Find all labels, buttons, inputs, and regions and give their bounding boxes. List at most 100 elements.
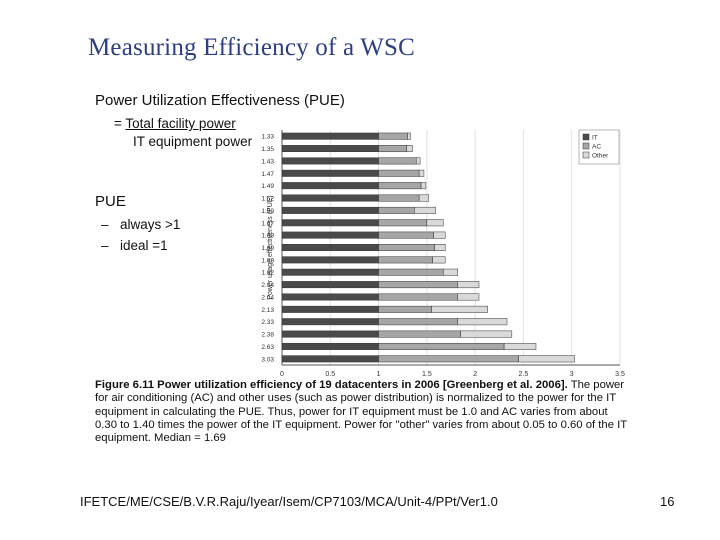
legend-swatch-other	[582, 151, 590, 159]
pue-formula: = Total facility power	[114, 116, 236, 131]
bar-ac	[378, 330, 461, 338]
x-tick-label: 0	[280, 371, 284, 378]
category-label: 1.69	[261, 233, 274, 240]
bar-ac	[378, 157, 417, 165]
bar-it	[281, 305, 379, 313]
category-label: 1.59	[261, 208, 274, 215]
bullet-text: always >1	[120, 217, 181, 232]
figure-caption: Figure 6.11 Power utilization efficiency…	[95, 379, 627, 445]
bar-other	[503, 342, 537, 350]
bar-it	[281, 293, 379, 301]
bar-it	[281, 355, 379, 363]
bar-it	[281, 145, 379, 153]
bar-ac	[378, 355, 519, 363]
bullet-ideal: – ideal =1	[101, 238, 168, 253]
bar-other	[418, 194, 430, 202]
formula-numerator: Total facility power	[125, 116, 236, 131]
bullet-dash: –	[101, 238, 109, 253]
footer-text: IFETCE/ME/CSE/B.V.R.Raju/Iyear/Isem/CP71…	[80, 494, 498, 509]
x-tick-label: 1	[377, 371, 381, 378]
pue-chart: 0 0.5 1 1.5 2 2.5 3 3.51.331.351.431.471.491.52…	[261, 129, 625, 378]
bar-ac	[378, 293, 459, 301]
bar-ac	[378, 256, 433, 264]
pue-heading: PUE	[95, 193, 126, 210]
category-label: 1.69	[261, 245, 274, 252]
legend-swatch-it	[582, 133, 590, 141]
bar-it	[281, 194, 379, 202]
category-label: 1.49	[261, 183, 274, 190]
bar-other	[406, 145, 413, 153]
category-label: 1.35	[261, 146, 274, 153]
category-label: 1.52	[261, 196, 274, 203]
bar-other	[431, 305, 488, 313]
legend-label-it: IT	[592, 135, 598, 142]
bar-other	[415, 157, 421, 165]
bar-it	[281, 330, 379, 338]
slide-title: Measuring Efficiency of a WSC	[88, 34, 416, 61]
bar-ac	[378, 305, 432, 313]
formula-equals: =	[114, 116, 122, 131]
formula-denominator: IT equipment power	[133, 134, 253, 149]
bar-ac	[378, 182, 422, 190]
bar-other	[518, 355, 575, 363]
category-label: 2.04	[261, 294, 274, 301]
bar-ac	[378, 231, 434, 239]
bar-it	[281, 169, 379, 177]
caption-bold: Figure 6.11 Power utilization efficiency…	[95, 379, 568, 391]
bar-it	[281, 281, 379, 289]
legend-swatch-ac	[582, 142, 590, 150]
x-tick-label: 1.5	[422, 371, 432, 378]
bar-other	[407, 132, 411, 140]
category-label: 2.13	[261, 307, 274, 314]
bar-other	[460, 330, 513, 338]
caption-text: The power for air conditioning (AC) and …	[95, 379, 627, 445]
category-label: 1.43	[261, 158, 274, 165]
x-tick-label: 3	[570, 371, 574, 378]
bar-other	[443, 268, 459, 276]
category-label: 3.03	[261, 356, 274, 363]
category-label: 1.33	[261, 134, 274, 141]
bar-other	[434, 244, 446, 251]
category-label: 2.33	[261, 319, 274, 326]
bar-ac	[378, 206, 415, 214]
bar-ac	[378, 132, 408, 140]
legend-label-other: Other	[592, 153, 609, 160]
bullet-text: ideal =1	[120, 238, 168, 253]
bar-other	[432, 256, 446, 264]
bar-ac	[378, 318, 459, 326]
bar-it	[281, 318, 379, 326]
category-label: 1.82	[261, 270, 274, 277]
category-label: 1.67	[261, 220, 274, 227]
bar-it	[281, 256, 379, 264]
bullet-always: – always >1	[101, 217, 180, 232]
category-label: 2.63	[261, 344, 274, 351]
bar-it	[281, 219, 379, 227]
bar-other	[457, 281, 480, 289]
page-number: 16	[660, 494, 675, 509]
bar-it	[281, 244, 379, 251]
category-label: 2.38	[261, 332, 274, 339]
bar-ac	[378, 145, 407, 153]
legend-label-ac: AC	[592, 144, 601, 151]
bar-other	[420, 182, 427, 190]
x-tick-label: 0.5	[325, 371, 335, 378]
x-tick-label: 3.5	[615, 371, 625, 378]
bar-other	[418, 169, 425, 177]
bar-it	[281, 132, 379, 140]
bar-other	[414, 206, 436, 214]
y-axis-title: Power usage effectiveness (PUE)	[267, 195, 274, 300]
bar-ac	[378, 194, 420, 202]
bar-ac	[378, 169, 420, 177]
pue-definition-title: Power Utilization Effectiveness (PUE)	[95, 92, 345, 109]
bar-ac	[378, 219, 428, 227]
bar-it	[281, 268, 379, 276]
bar-other	[426, 219, 444, 227]
category-label: 1.69	[261, 257, 274, 264]
category-label: 2.04	[261, 282, 274, 289]
bar-other	[433, 231, 446, 239]
bar-it	[281, 206, 379, 214]
bullet-dash: –	[101, 217, 109, 232]
bar-it	[281, 157, 379, 165]
bar-ac	[378, 268, 444, 276]
bar-it	[281, 231, 379, 239]
